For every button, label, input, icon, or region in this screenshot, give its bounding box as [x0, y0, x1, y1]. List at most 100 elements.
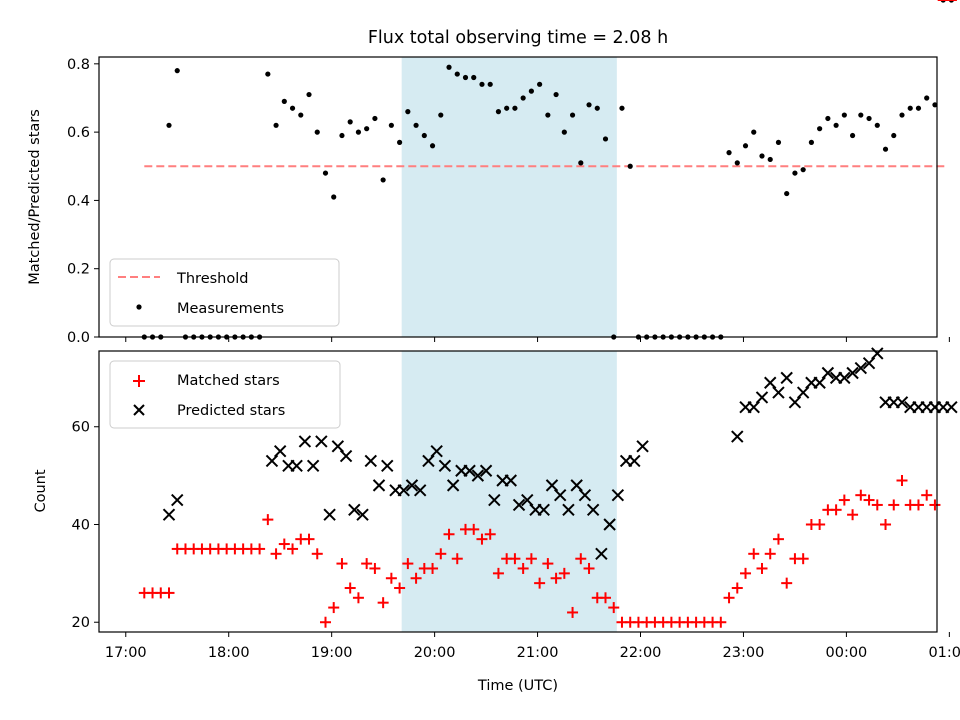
measurement-point — [265, 71, 271, 77]
matched-star-point — [583, 562, 595, 574]
legend-predicted-label: Predicted stars — [177, 403, 285, 419]
predicted-star-point — [397, 484, 410, 497]
predicted-star-point — [755, 391, 769, 404]
predicted-star-point — [570, 479, 583, 492]
predicted-star-point — [356, 508, 369, 521]
matched-star-point — [525, 553, 537, 565]
measurement-point — [734, 160, 740, 166]
matched-star-point — [443, 528, 455, 540]
predicted-star-point — [479, 464, 493, 477]
matched-star-point — [575, 553, 587, 565]
predicted-star-point — [315, 435, 328, 448]
y-tick-label: 0.0 — [67, 330, 90, 346]
measurement-point — [594, 105, 600, 111]
matched-star-point — [830, 504, 842, 516]
matched-star-point — [871, 499, 883, 511]
predicted-star-point — [405, 479, 419, 492]
matched-star-point — [319, 616, 331, 628]
bottom-shaded-interval — [401, 351, 617, 632]
bottom-y-axis: 20 40 60 — [72, 420, 99, 631]
matched-star-point — [608, 602, 620, 614]
measurement-point — [495, 109, 502, 115]
predicted-star-point — [854, 361, 868, 375]
predicted-star-point — [747, 400, 760, 414]
measurement-point — [602, 136, 609, 142]
measurement-point — [372, 115, 378, 122]
measurement-points — [141, 0, 955, 340]
y-tick-label: 0.4 — [67, 193, 90, 209]
predicted-star-point — [446, 479, 460, 492]
measurement-point — [578, 160, 584, 166]
predicted-star-point — [537, 503, 550, 517]
legend-matched-label: Matched stars — [177, 373, 280, 389]
matched-star-point — [600, 592, 612, 604]
top-x-axis — [125, 337, 950, 342]
predicted-star-point — [512, 498, 526, 512]
predicted-star-point — [821, 366, 835, 380]
measurement-point — [364, 126, 370, 132]
matched-star-point — [740, 567, 752, 579]
matched-star-point — [542, 558, 554, 570]
predicted-star-point — [731, 430, 744, 443]
matched-star-point — [534, 577, 546, 589]
matched-star-point — [344, 582, 356, 594]
measurement-point — [174, 68, 180, 74]
matched-star-point — [888, 499, 900, 511]
measurement-point — [339, 132, 345, 139]
matched-star-point — [896, 475, 908, 487]
measurement-point — [537, 81, 543, 87]
measurement-point — [726, 150, 732, 156]
predicted-star-point — [265, 454, 279, 468]
matched-star-point — [912, 499, 924, 511]
matched-stars-points — [138, 0, 957, 628]
predicted-star-point — [521, 493, 534, 507]
predicted-star-point — [331, 440, 345, 453]
matched-star-point — [929, 499, 941, 511]
matched-star-point — [352, 592, 364, 604]
matched-star-point — [336, 558, 348, 570]
measurement-point — [462, 74, 469, 81]
y-tick-label: 0.6 — [67, 125, 90, 141]
measurement-point — [569, 112, 576, 118]
measurement-point — [751, 129, 757, 135]
predicted-star-point — [586, 503, 600, 517]
matched-star-point — [847, 509, 859, 521]
predicted-star-point — [764, 376, 777, 389]
measurement-point — [380, 177, 386, 183]
predicted-star-point — [813, 376, 826, 389]
measurement-point — [413, 122, 419, 128]
measurement-point — [924, 95, 930, 101]
measurement-point — [619, 105, 625, 111]
measurement-point — [915, 105, 922, 111]
measurement-point — [800, 167, 806, 173]
predicted-star-point — [422, 454, 435, 468]
predicted-star-point — [430, 444, 443, 458]
x-tick-label: 00:00 — [826, 645, 868, 661]
matched-star-point — [270, 548, 282, 560]
legend-matched-swatch — [133, 375, 145, 387]
measurement-point — [397, 139, 403, 145]
y-tick-label: 60 — [72, 420, 90, 436]
measurement-point — [512, 105, 518, 111]
y-tick-label: 0.2 — [67, 262, 90, 278]
bottom-plot-frame — [98, 350, 938, 633]
bottom-x-axis: 17:00 18:00 19:00 20:00 21:00 22:00 23:00 00:00… — [105, 632, 960, 661]
x-tick-label: 18:00 — [208, 645, 250, 661]
bottom-y-axis-label: Count — [33, 469, 49, 512]
matched-star-point — [715, 616, 727, 628]
measurement-point — [561, 129, 567, 135]
matched-star-point — [476, 533, 488, 545]
predicted-star-point — [871, 347, 884, 360]
predicted-star-point — [611, 488, 625, 502]
measurement-point — [281, 98, 287, 104]
measurement-point — [520, 95, 526, 101]
measurement-point — [298, 112, 304, 118]
measurement-point — [767, 156, 773, 163]
predicted-star-point — [772, 386, 785, 399]
matched-star-point — [723, 592, 735, 604]
y-tick-label: 0.8 — [67, 57, 90, 73]
measurement-point — [775, 139, 782, 145]
predicted-star-point — [545, 479, 559, 492]
matched-star-point — [402, 558, 414, 570]
